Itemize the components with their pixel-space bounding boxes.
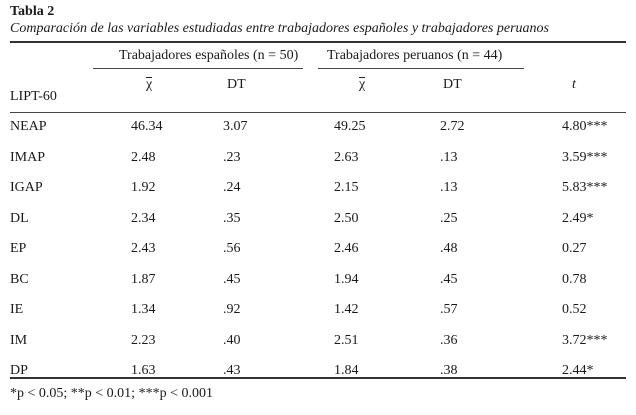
cell-peruvian-mean: 2.51: [334, 333, 359, 348]
cell-t-value: 0.52: [562, 302, 587, 317]
cell-peruvian-sd: 2.72: [440, 119, 465, 134]
cell-peruvian-sd: .36: [440, 333, 458, 348]
group-rule-spanish: [93, 68, 303, 69]
cell-t-value: 2.44*: [562, 363, 594, 378]
cell-peruvian-sd: .57: [440, 302, 458, 317]
subheader-sd-spanish: DT: [227, 77, 246, 92]
cell-variable: EP: [10, 241, 27, 256]
cell-spanish-sd: .43: [223, 363, 241, 378]
cell-spanish-mean: 2.34: [131, 211, 156, 226]
cell-peruvian-mean: 1.94: [334, 272, 359, 287]
cell-spanish-mean: 2.48: [131, 150, 156, 165]
cell-spanish-mean: 2.23: [131, 333, 156, 348]
cell-peruvian-mean: 2.15: [334, 180, 359, 195]
cell-t-value: 4.80***: [562, 119, 608, 134]
cell-peruvian-mean: 2.63: [334, 150, 359, 165]
cell-t-value: 3.59***: [562, 150, 608, 165]
cell-spanish-sd: .35: [223, 211, 241, 226]
group-header-peruvian: Trabajadores peruanos (n = 44): [327, 48, 503, 63]
cell-variable: IM: [10, 333, 28, 348]
cell-peruvian-sd: .45: [440, 272, 458, 287]
table-caption: Comparación de las variables estudiadas …: [10, 21, 549, 36]
cell-spanish-mean: 1.63: [131, 363, 156, 378]
subheader-mean-peruvian: χ: [359, 77, 366, 92]
table-title: Tabla 2: [10, 4, 55, 19]
cell-spanish-mean: 1.87: [131, 272, 156, 287]
cell-variable: IGAP: [10, 180, 43, 195]
group-rule-peruvian: [318, 68, 524, 69]
cell-spanish-mean: 46.34: [131, 119, 163, 134]
cell-peruvian-mean: 2.50: [334, 211, 359, 226]
cell-peruvian-sd: .38: [440, 363, 458, 378]
cell-spanish-sd: .45: [223, 272, 241, 287]
cell-variable: NEAP: [10, 119, 47, 134]
cell-spanish-sd: .92: [223, 302, 241, 317]
cell-variable: IMAP: [10, 150, 46, 165]
cell-t-value: 3.72***: [562, 333, 608, 348]
cell-peruvian-sd: .13: [440, 180, 458, 195]
cell-spanish-mean: 1.34: [131, 302, 156, 317]
subheader-sd-peruvian: DT: [443, 77, 462, 92]
cell-spanish-sd: .56: [223, 241, 241, 256]
group-header-spanish: Trabajadores españoles (n = 50): [119, 48, 299, 63]
cell-spanish-sd: .24: [223, 180, 241, 195]
cell-peruvian-mean: 49.25: [334, 119, 366, 134]
cell-peruvian-sd: .48: [440, 241, 458, 256]
cell-variable: DP: [10, 363, 28, 378]
cell-peruvian-mean: 1.42: [334, 302, 359, 317]
cell-peruvian-sd: .25: [440, 211, 458, 226]
cell-peruvian-sd: .13: [440, 150, 458, 165]
cell-variable: BC: [10, 272, 29, 287]
bottom-rule: [10, 377, 626, 379]
cell-spanish-sd: .23: [223, 150, 241, 165]
cell-variable: DL: [10, 211, 29, 226]
cell-t-value: 2.49*: [562, 211, 594, 226]
top-rule: [10, 41, 626, 43]
header-bottom-rule: [10, 112, 626, 113]
subheader-mean-spanish: χ: [146, 77, 153, 92]
cell-peruvian-mean: 2.46: [334, 241, 359, 256]
cell-spanish-mean: 1.92: [131, 180, 156, 195]
cell-variable: IE: [10, 302, 24, 317]
cell-spanish-sd: 3.07: [223, 119, 248, 134]
cell-peruvian-mean: 1.84: [334, 363, 359, 378]
cell-spanish-mean: 2.43: [131, 241, 156, 256]
table-footnote: *p < 0.05; **p < 0.01; ***p < 0.001: [10, 386, 213, 401]
row-header-label: LIPT-60: [10, 89, 57, 104]
cell-t-value: 0.78: [562, 272, 587, 287]
subheader-t: t: [572, 77, 576, 92]
cell-t-value: 5.83***: [562, 180, 608, 195]
cell-spanish-sd: .40: [223, 333, 241, 348]
cell-t-value: 0.27: [562, 241, 587, 256]
